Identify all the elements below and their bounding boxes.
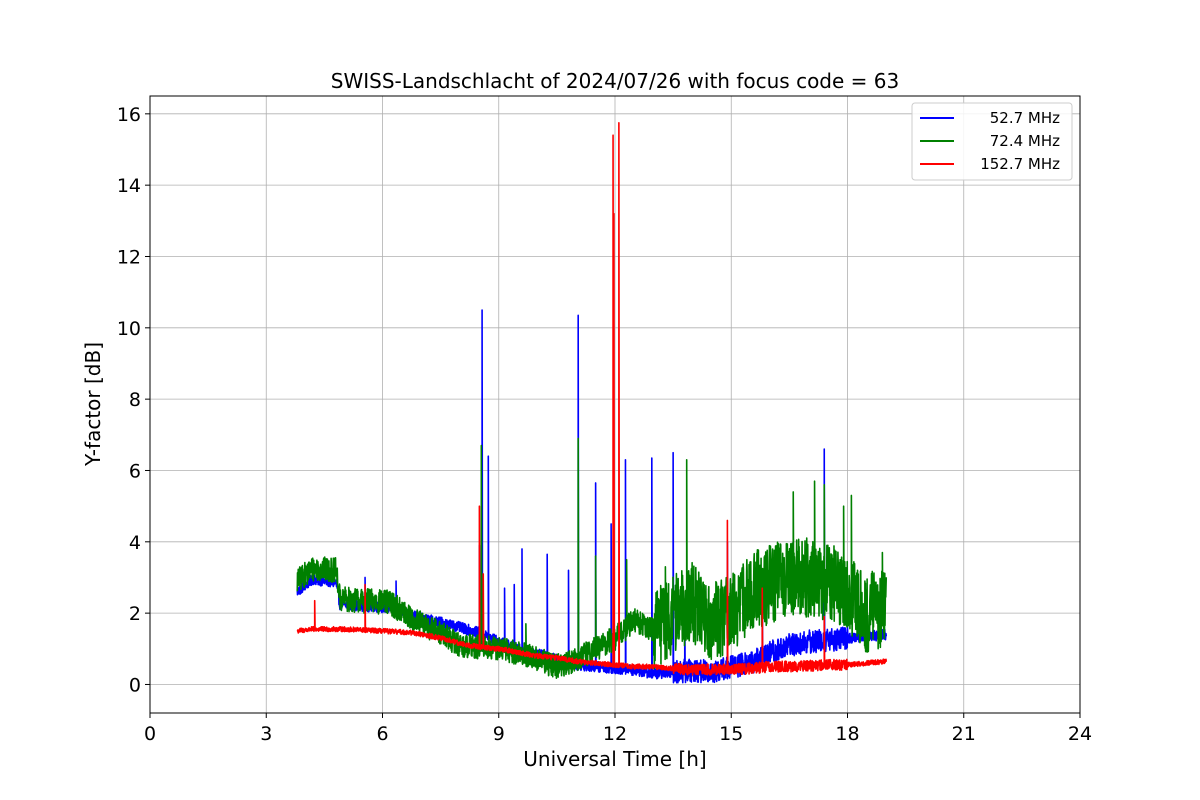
legend: 52.7 MHz 72.4 MHz 152.7 MHz: [911, 102, 1073, 181]
x-tick-label: 3: [260, 723, 272, 745]
y-tick-label: 10: [117, 318, 141, 340]
y-tick-label: 8: [129, 389, 141, 411]
series-layer: [296, 121, 888, 684]
y-tick-label: 12: [117, 246, 141, 268]
series-line: [296, 437, 888, 679]
legend-label: 72.4 MHz: [990, 132, 1060, 150]
x-tick-label: 12: [603, 723, 627, 745]
x-tick-label: 21: [952, 723, 976, 745]
x-axis-ticks: 0 3 6 9 12 15 18 21 24: [144, 713, 1092, 745]
x-axis-label: Universal Time [h]: [523, 747, 706, 771]
x-tick-label: 18: [835, 723, 859, 745]
x-tick-label: 24: [1068, 723, 1092, 745]
y-axis-label: Y-factor [dB]: [81, 342, 105, 467]
y-tick-label: 16: [117, 104, 141, 126]
legend-label: 52.7 MHz: [990, 109, 1060, 127]
legend-box: [911, 102, 1073, 181]
grid-lines: [149, 96, 1081, 713]
x-tick-label: 9: [493, 723, 505, 745]
y-tick-label: 0: [129, 674, 141, 696]
x-tick-label: 15: [719, 723, 743, 745]
chart-title: SWISS-Landschlacht of 2024/07/26 with fo…: [331, 69, 899, 93]
y-tick-label: 4: [129, 532, 141, 554]
y-tick-label: 14: [117, 175, 141, 197]
y-tick-label: 2: [129, 603, 141, 625]
series-line: [296, 121, 888, 676]
x-tick-label: 6: [376, 723, 388, 745]
legend-label: 152.7 MHz: [980, 155, 1060, 173]
x-tick-label: 0: [144, 723, 156, 745]
y-tick-label: 6: [129, 460, 141, 482]
y-axis-ticks: 0 2 4 6 8 10 12 14 16: [117, 104, 150, 696]
